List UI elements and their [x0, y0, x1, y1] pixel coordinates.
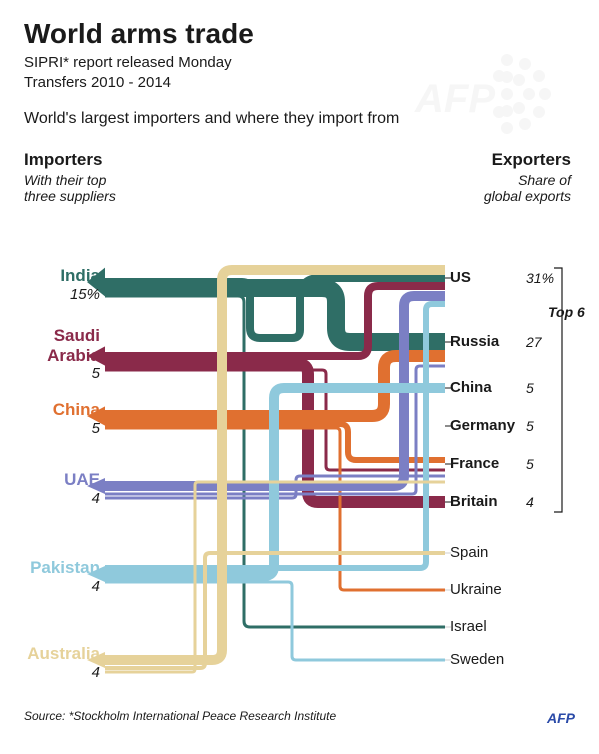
- exporter-name: US: [450, 269, 471, 286]
- exporter-share: 4: [526, 494, 534, 510]
- top6-label: Top 6: [548, 304, 585, 320]
- exporter-share: 31%: [526, 270, 554, 286]
- importer-share: 4: [92, 490, 100, 507]
- exporter-name: Ukraine: [450, 581, 502, 598]
- exporter-name: Germany: [450, 417, 515, 434]
- exporter-share: 5: [526, 418, 534, 434]
- exporter-name: Russia: [450, 333, 499, 350]
- exporter-name: China: [450, 379, 492, 396]
- flow-diagram: [0, 0, 599, 754]
- exporter-name: Spain: [450, 544, 488, 561]
- importer-share: 5: [92, 420, 100, 437]
- exporter-share: 5: [526, 380, 534, 396]
- exporter-name: Britain: [450, 493, 498, 510]
- exporter-share: 5: [526, 456, 534, 472]
- exporter-name: Sweden: [450, 651, 504, 668]
- exporter-name: France: [450, 455, 499, 472]
- source-footer: Source: *Stockholm International Peace R…: [24, 710, 336, 724]
- importer-name: Australia: [27, 644, 100, 664]
- afp-logo: AFP: [547, 710, 575, 726]
- exporter-name: Israel: [450, 618, 487, 635]
- importer-name: SaudiArabia: [47, 326, 100, 365]
- importer-share: 4: [92, 578, 100, 595]
- figure-root: AFP World arms trade SIPRI* report relea…: [0, 0, 599, 754]
- importer-share: 4: [92, 664, 100, 681]
- exporter-share: 27: [526, 334, 542, 350]
- importer-name: India: [60, 266, 100, 286]
- importer-name: Pakistan: [30, 558, 100, 578]
- importer-share: 5: [92, 365, 100, 382]
- importer-share: 15%: [70, 286, 100, 303]
- importer-name: UAE: [64, 470, 100, 490]
- importer-name: China: [53, 400, 100, 420]
